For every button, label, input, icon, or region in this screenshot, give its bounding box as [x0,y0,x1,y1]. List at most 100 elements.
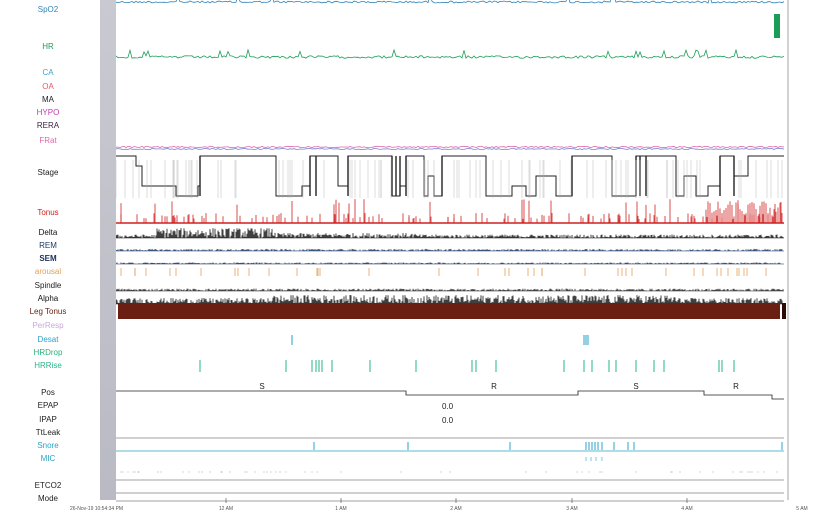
stage-hypnogram [116,155,784,197]
spo2-trace [116,0,785,4]
faint-dot-39 [525,471,527,473]
label-separator [100,0,116,500]
channel-label-hypo: HYPO [36,108,60,117]
channel-label-sem: SEM [39,254,57,263]
faint-dot-27 [576,471,578,473]
faint-dot-44 [741,471,743,473]
faint-dot-23 [137,471,139,473]
faint-dot-3 [182,471,184,473]
faint-dot-33 [679,471,681,473]
faint-dot-1 [122,471,124,473]
sem-power [116,262,782,264]
faint-dot-30 [670,471,672,473]
channel-label-alpha: Alpha [37,294,59,303]
channel-label-rem: REM [39,241,57,250]
epap-value: 0.0 [442,402,454,411]
hr-end-block [774,14,780,38]
faint-dot-32 [132,471,134,473]
faint-dot-57 [757,471,759,473]
channel-label-etco2: ETCO2 [34,481,62,490]
channel-label-tonus: Tonus [37,208,59,217]
faint-dot-55 [732,471,734,473]
channel-labels: SpO2 HR CA OA MA HYPO RERA FRat Stage Tonus Delta R… [0,0,100,518]
channel-label-ca: CA [42,68,54,77]
channel-label-delta: Delta [38,228,58,237]
pos-label-1: R [491,382,497,391]
faint-dot-19 [157,471,159,473]
x-tick-label-2: 1 AM [335,506,347,512]
faint-dot-56 [138,471,140,473]
polysomnography-chart: S R S R 0.0 0.0 [116,0,789,503]
channel-label-snore: Snore [37,441,59,450]
faint-dot-48 [763,471,765,473]
faint-dot-16 [263,471,265,473]
faint-dot-22 [285,471,287,473]
faint-dot-5 [270,471,272,473]
faint-dot-24 [316,471,318,473]
faint-dot-49 [545,471,547,473]
faint-dot-0 [220,471,222,473]
faint-dot-37 [304,471,306,473]
faint-dot-28 [311,471,313,473]
channel-label-pos: Pos [41,388,55,397]
pos-label-2: S [633,382,638,391]
pos-label-0: S [259,382,264,391]
faint-dot-41 [127,471,129,473]
faint-dot-40 [279,471,281,473]
channel-label-oa: OA [42,82,54,91]
channel-label-stage: Stage [37,168,59,177]
leg-tonus-end [782,303,786,319]
faint-dot-35 [134,471,136,473]
leg-tonus-band [118,303,780,319]
spindle-power [116,288,784,291]
faint-dot-17 [588,471,590,473]
faint-dot-7 [246,471,248,473]
channel-label-hrrise: HRRise [34,361,62,370]
faint-dot-43 [120,471,122,473]
faint-dot-14 [160,471,162,473]
faint-dot-15 [188,471,190,473]
pos-line [116,390,784,400]
faint-dot-38 [699,471,701,473]
channel-label-hr: HR [42,42,54,51]
faint-dot-45 [244,471,246,473]
faint-dot-29 [201,471,203,473]
ipap-value: 0.0 [442,416,454,425]
channel-label-mic: MIC [40,454,56,463]
channel-label-ttleak: TtLeak [35,428,61,437]
faint-dot-18 [749,471,751,473]
pos-label-3: R [733,382,739,391]
channel-label-frat: FRat [39,136,57,145]
faint-dot-36 [254,471,256,473]
rem-power [116,248,783,251]
delta-power [116,228,784,238]
faint-dot-52 [747,471,749,473]
faint-dot-47 [229,471,231,473]
faint-dot-46 [599,471,601,473]
faint-dot-9 [581,471,583,473]
channel-label-desat: Desat [37,335,59,344]
faint-dot-53 [751,471,753,473]
channel-label-perresp: PerResp [32,321,64,330]
faint-dot-20 [449,471,451,473]
faint-dot-2 [266,471,268,473]
faint-dot-12 [739,471,741,473]
channel-label-ma: MA [42,95,54,104]
faint-dot-11 [671,471,673,473]
channel-label-hrdrop: HRDrop [33,348,63,357]
frat-trace [116,145,785,149]
x-tick-label-0: 26-Nov-19 10:54:34 PM [70,506,124,512]
faint-dot-51 [601,471,603,473]
faint-dot-34 [440,471,442,473]
faint-dot-50 [275,471,277,473]
channel-label-spindle: Spindle [34,281,62,290]
x-tick-label-4: 3 AM [566,506,578,512]
faint-dot-25 [221,471,223,473]
faint-dot-58 [209,471,211,473]
channel-label-leg-tonus: Leg Tonus [29,307,67,316]
frat-trace-secondary [116,147,785,151]
faint-dot-6 [198,471,200,473]
channel-label-arousal: arousal [34,267,62,276]
time-axis: 26-Nov-19 10:54:34 PM 12 AM 1 AM 2 AM 3 AM 4 … [0,503,821,518]
faint-dot-59 [776,471,778,473]
